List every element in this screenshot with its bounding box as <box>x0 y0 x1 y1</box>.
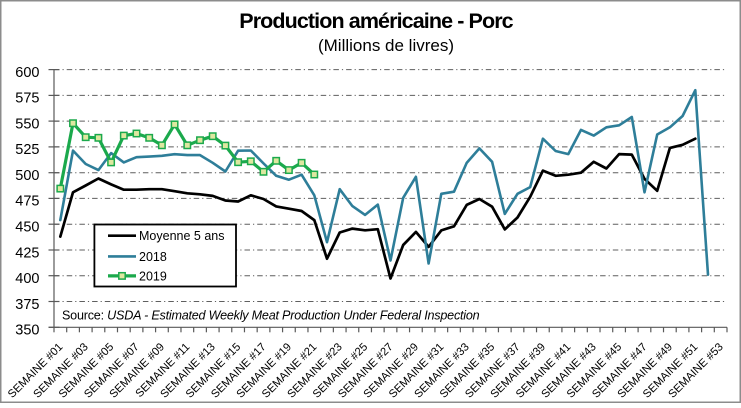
svg-text:475: 475 <box>15 194 39 210</box>
svg-text:2018: 2018 <box>139 250 167 264</box>
svg-text:500: 500 <box>15 168 39 184</box>
svg-text:400: 400 <box>15 271 39 287</box>
svg-text:375: 375 <box>15 297 39 313</box>
svg-text:Moyenne 5 ans: Moyenne 5 ans <box>139 229 224 243</box>
svg-text:525: 525 <box>15 142 39 158</box>
svg-text:350: 350 <box>15 323 39 339</box>
svg-text:2019: 2019 <box>139 269 167 283</box>
svg-text:Production américaine - Porc: Production américaine - Porc <box>239 9 513 33</box>
svg-text:Source: USDA - Estimated Weekl: Source: USDA - Estimated Weekly Meat Pro… <box>62 309 480 323</box>
svg-text:600: 600 <box>15 65 39 81</box>
svg-text:450: 450 <box>15 220 39 236</box>
svg-text:575: 575 <box>15 91 39 107</box>
svg-text:425: 425 <box>15 245 39 261</box>
svg-text:(Millions de livres): (Millions de livres) <box>318 36 454 55</box>
svg-text:550: 550 <box>15 116 39 132</box>
